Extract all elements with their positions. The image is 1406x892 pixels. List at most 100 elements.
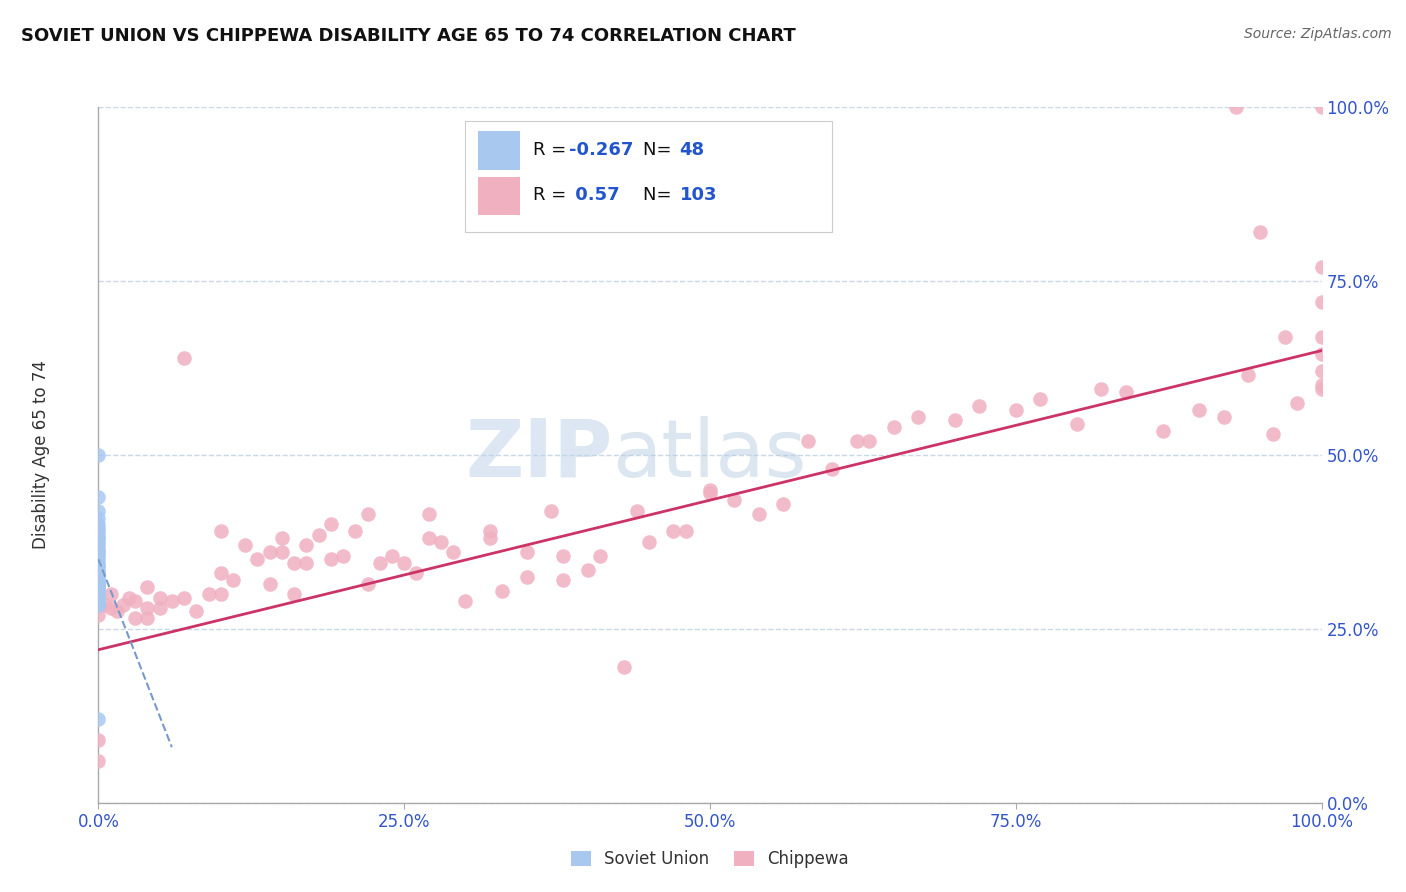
Point xyxy=(845,434,868,448)
Point xyxy=(405,566,427,581)
Point xyxy=(87,580,110,594)
Point xyxy=(87,580,110,594)
Point xyxy=(87,598,110,612)
Point xyxy=(797,434,820,448)
Point xyxy=(1115,385,1137,400)
Point xyxy=(478,532,501,546)
Point xyxy=(283,556,305,570)
Point xyxy=(1066,417,1088,431)
Point xyxy=(87,754,110,768)
Point xyxy=(553,573,575,587)
Point xyxy=(589,549,612,563)
Text: 0.57: 0.57 xyxy=(569,186,620,204)
Point xyxy=(883,420,905,434)
Point xyxy=(87,607,110,622)
Point xyxy=(87,448,110,462)
Point xyxy=(136,611,159,625)
Point xyxy=(967,399,990,413)
Point xyxy=(87,559,110,574)
Point xyxy=(149,591,172,605)
Point xyxy=(87,570,110,584)
Point xyxy=(356,507,378,521)
Point xyxy=(392,556,416,570)
Point xyxy=(186,605,208,619)
Point xyxy=(87,591,110,605)
Point xyxy=(332,549,354,563)
Point xyxy=(87,733,110,747)
Point xyxy=(87,587,110,601)
Point xyxy=(87,545,110,559)
Point xyxy=(87,556,110,570)
Point xyxy=(675,524,697,539)
Point xyxy=(246,552,269,566)
Point xyxy=(454,594,477,608)
Point xyxy=(418,532,440,546)
Point xyxy=(1225,100,1247,114)
Point xyxy=(368,556,391,570)
Point xyxy=(149,601,172,615)
Point xyxy=(173,591,195,605)
FancyBboxPatch shape xyxy=(465,121,832,232)
Point xyxy=(87,545,110,559)
Point xyxy=(87,535,110,549)
Point xyxy=(87,591,110,605)
Point xyxy=(943,413,966,427)
Point xyxy=(87,573,110,587)
Point xyxy=(1212,409,1234,424)
Point xyxy=(576,563,599,577)
Point xyxy=(699,486,721,500)
Point xyxy=(105,605,128,619)
Point xyxy=(626,503,648,517)
Point xyxy=(87,583,110,598)
Point xyxy=(1152,424,1174,438)
Point xyxy=(124,594,146,608)
Point xyxy=(381,549,404,563)
Point xyxy=(87,580,110,594)
Point xyxy=(613,660,636,674)
Point xyxy=(1249,225,1271,239)
Point xyxy=(319,552,342,566)
Point xyxy=(87,712,110,726)
Point xyxy=(344,524,367,539)
Point xyxy=(1090,382,1112,396)
Point xyxy=(515,545,537,559)
Point xyxy=(772,497,794,511)
Point xyxy=(100,587,122,601)
Point xyxy=(430,535,453,549)
Point xyxy=(222,573,245,587)
Point xyxy=(441,545,464,559)
Point xyxy=(748,507,770,521)
Point xyxy=(699,483,721,497)
Point xyxy=(87,517,110,532)
Point xyxy=(87,576,110,591)
Y-axis label: Disability Age 65 to 74: Disability Age 65 to 74 xyxy=(32,360,49,549)
Point xyxy=(1310,100,1333,114)
Legend: Soviet Union, Chippewa: Soviet Union, Chippewa xyxy=(564,843,856,874)
Point xyxy=(1310,382,1333,396)
Point xyxy=(87,524,110,539)
Point xyxy=(87,532,110,546)
Point xyxy=(295,538,318,552)
Text: -0.267: -0.267 xyxy=(569,141,634,159)
Point xyxy=(319,517,342,532)
Point xyxy=(259,576,281,591)
Point xyxy=(1310,347,1333,361)
Point xyxy=(87,503,110,517)
Point xyxy=(118,591,141,605)
Point xyxy=(87,598,110,612)
Point xyxy=(87,594,110,608)
Point xyxy=(87,559,110,574)
Point xyxy=(87,591,110,605)
Point xyxy=(1188,402,1211,417)
Point xyxy=(209,566,232,581)
Text: atlas: atlas xyxy=(612,416,807,494)
Point xyxy=(1286,396,1309,410)
Point xyxy=(87,510,110,524)
Point xyxy=(1237,368,1260,382)
Point xyxy=(136,580,159,594)
Point xyxy=(1004,402,1026,417)
Point xyxy=(270,532,294,546)
Point xyxy=(1310,378,1333,392)
Point xyxy=(515,570,537,584)
Point xyxy=(87,594,110,608)
